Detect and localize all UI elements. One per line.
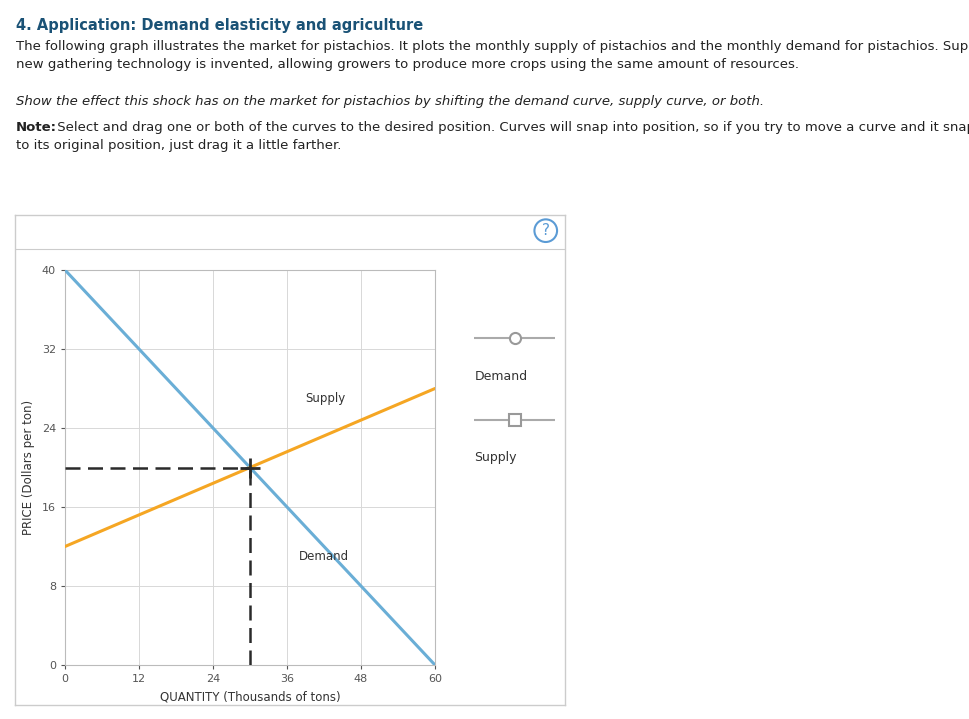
Text: Show the effect this shock has on the market for pistachios by shifting the dema: Show the effect this shock has on the ma… [16, 95, 763, 108]
Text: Demand: Demand [299, 550, 349, 563]
Text: Demand: Demand [474, 370, 527, 383]
Text: The following graph illustrates the market for pistachios. It plots the monthly : The following graph illustrates the mark… [16, 40, 969, 52]
X-axis label: QUANTITY (Thousands of tons): QUANTITY (Thousands of tons) [160, 691, 340, 704]
Text: ?: ? [542, 223, 549, 238]
Text: to its original position, just drag it a little farther.: to its original position, just drag it a… [16, 139, 340, 152]
Text: Note:: Note: [16, 121, 56, 134]
Text: new gathering technology is invented, allowing growers to produce more crops usi: new gathering technology is invented, al… [16, 58, 797, 70]
Text: Supply: Supply [305, 392, 345, 405]
Text: Supply: Supply [474, 451, 516, 464]
Y-axis label: PRICE (Dollars per ton): PRICE (Dollars per ton) [21, 400, 35, 535]
Text: Select and drag one or both of the curves to the desired position. Curves will s: Select and drag one or both of the curve… [53, 121, 969, 134]
Text: 4. Application: Demand elasticity and agriculture: 4. Application: Demand elasticity and ag… [16, 18, 422, 33]
